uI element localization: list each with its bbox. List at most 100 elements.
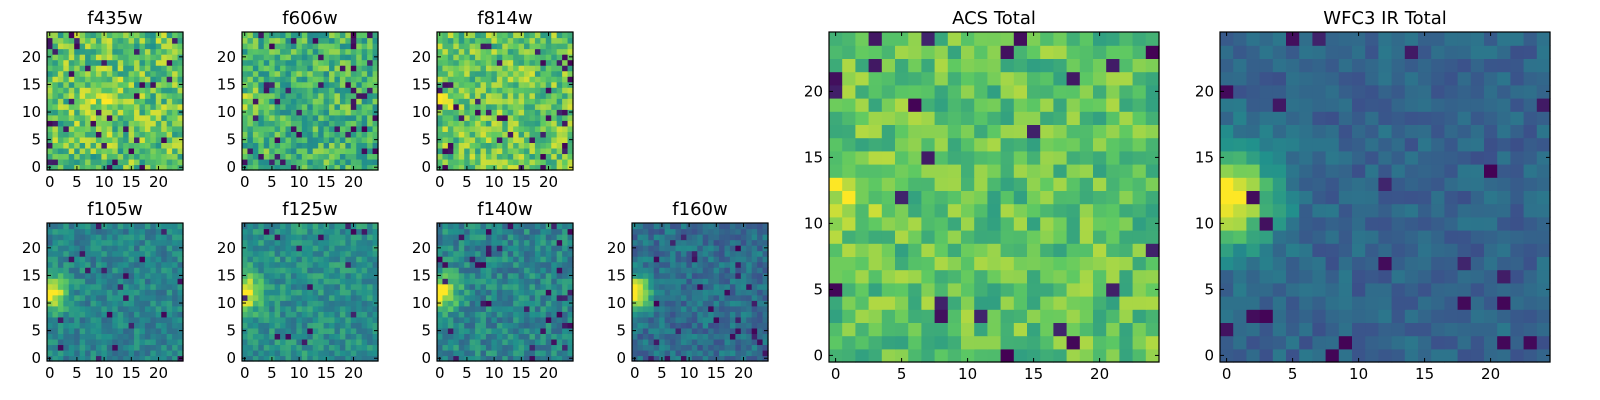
heatmap-cell [47, 147, 54, 155]
heatmap-cell [491, 245, 498, 252]
heatmap-cell [464, 344, 471, 351]
heatmap-cell [79, 245, 86, 252]
heatmap-cell [437, 158, 444, 166]
heatmap-cell [697, 355, 704, 362]
heatmap-cell [95, 92, 102, 99]
heatmap-cell [453, 153, 460, 160]
heatmap-cell [269, 103, 276, 110]
heatmap-cell [52, 87, 59, 94]
heatmap-cell [274, 87, 281, 94]
heatmap-cell [57, 59, 64, 66]
heatmap-cell [713, 250, 720, 257]
heatmap-cell [334, 43, 341, 50]
heatmap-cell [475, 48, 482, 55]
heatmap-cell [57, 344, 64, 351]
heatmap-cell [934, 190, 949, 205]
heatmap-cell [296, 349, 303, 357]
heatmap-cell [79, 294, 86, 301]
heatmap-cell [502, 316, 509, 323]
heatmap-cell [177, 294, 184, 301]
heatmap-cell [350, 316, 357, 323]
heatmap-cell [551, 92, 558, 99]
heatmap-cell [751, 344, 758, 351]
heatmap-cell [134, 114, 141, 121]
heatmap-cell [934, 256, 949, 271]
heatmap-cell [529, 305, 536, 312]
y-tick-label: 20 [22, 239, 41, 257]
heatmap-cell [247, 98, 254, 105]
y-tick-label: 0 [31, 349, 41, 367]
heatmap-cell [437, 114, 444, 121]
heatmap-cell [895, 150, 909, 165]
heatmap-cell [90, 81, 97, 88]
heatmap-cell [258, 311, 265, 318]
heatmap-cell [447, 322, 454, 329]
heatmap-cell [513, 278, 520, 285]
heatmap-cell [252, 32, 259, 39]
heatmap-cell [974, 164, 988, 178]
heatmap-cell [686, 278, 693, 285]
heatmap-cell [144, 37, 151, 44]
heatmap-cell [447, 43, 454, 50]
heatmap-cell [112, 305, 119, 312]
heatmap-cell [664, 349, 671, 357]
heatmap-cell [675, 278, 682, 285]
heatmap-cell [524, 32, 531, 39]
heatmap-cell [529, 76, 536, 83]
heatmap-cell [79, 289, 86, 296]
heatmap-cell [101, 92, 108, 99]
heatmap-cell [301, 228, 308, 235]
heatmap-cell [1079, 256, 1094, 271]
heatmap-cell [637, 261, 644, 268]
heatmap-cell [117, 250, 124, 257]
heatmap-cell [106, 223, 113, 230]
heatmap-cell [242, 147, 249, 155]
heatmap-cell [642, 327, 649, 334]
heatmap-cell [172, 120, 179, 127]
heatmap-cell [697, 239, 704, 246]
heatmap-cell [258, 267, 265, 274]
heatmap-cell [437, 278, 444, 285]
heatmap-cell [318, 311, 325, 318]
heatmap-cell [1066, 322, 1081, 337]
heatmap-cell [361, 261, 368, 268]
heatmap-cell [318, 48, 325, 55]
heatmap-cell [263, 322, 270, 329]
heatmap-cell [307, 125, 314, 132]
heatmap-cell [729, 327, 736, 334]
heatmap-cell [166, 32, 173, 39]
heatmap-cell [1132, 322, 1147, 337]
heatmap-cell [95, 59, 102, 66]
heatmap-cell [350, 289, 357, 296]
heatmap-cell [545, 136, 552, 143]
heatmap-cell [653, 223, 660, 230]
heatmap-cell [334, 278, 341, 285]
heatmap-cell [670, 349, 677, 357]
heatmap-cell [290, 344, 297, 351]
heatmap-cell [480, 228, 487, 235]
heatmap-cell [513, 267, 520, 274]
heatmap-cell [155, 278, 162, 285]
heatmap-cell [642, 250, 649, 257]
heatmap-cell [258, 65, 265, 72]
heatmap-cell [518, 147, 525, 155]
heatmap-cell [740, 289, 747, 296]
heatmap-cell [290, 289, 297, 296]
heatmap-cell [290, 327, 297, 334]
heatmap-cell [63, 98, 70, 105]
heatmap-cell [134, 305, 141, 312]
heatmap-cells [47, 223, 184, 362]
heatmap-cell [702, 322, 709, 329]
heatmap-cell [79, 267, 86, 274]
heatmap-cell [52, 349, 59, 357]
heatmap-cell [345, 338, 352, 346]
heatmap-cell [987, 243, 1002, 257]
heatmap-cell [172, 59, 179, 66]
heatmap-cell [90, 294, 97, 301]
heatmap-cell [1119, 309, 1134, 323]
heatmap-cell [458, 283, 465, 290]
heatmap-cell [172, 256, 179, 263]
heatmap-cell [323, 322, 330, 329]
heatmap-cell [307, 272, 314, 279]
heatmap-cell [513, 70, 520, 77]
